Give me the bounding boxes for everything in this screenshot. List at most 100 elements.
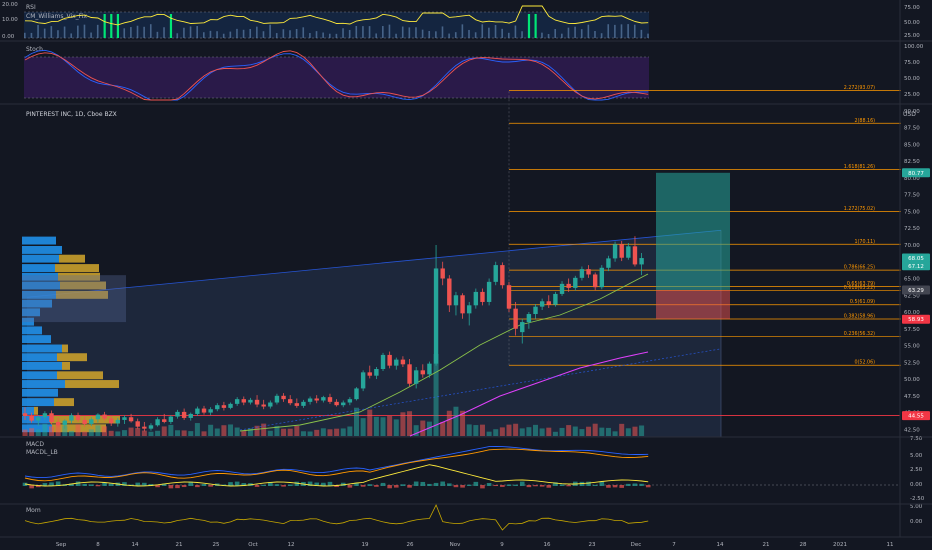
vixfix-bar	[607, 24, 610, 38]
candle-body	[394, 359, 399, 366]
volume-bar	[453, 406, 459, 436]
candle-body	[566, 283, 571, 288]
price-tick: 80.00	[904, 176, 920, 182]
volume-profile-bar	[58, 272, 100, 281]
candle-body	[440, 268, 445, 279]
vixfix-bar	[547, 33, 550, 38]
candle-body	[612, 244, 618, 259]
vixfix-bar	[222, 33, 225, 38]
vixfix-bar	[355, 26, 358, 38]
fib-label: 0.382(58.96)	[844, 313, 875, 319]
vixfix-bar	[527, 14, 531, 38]
vixfix-bar	[614, 24, 616, 38]
stoch-panel[interactable]: Stoch 100.00 75.00 50.00 25.00	[24, 44, 924, 101]
candle-body	[407, 364, 412, 384]
price-tick: 50.00	[904, 377, 920, 383]
price-panel[interactable]: PINTEREST INC, 1D, Cboe BZX USD 90.00 87.…	[22, 85, 930, 437]
volume-profile-bar	[22, 371, 57, 380]
volume-profile-bar	[22, 236, 56, 245]
macd-panel[interactable]: MACD MACDL_LB 7.50 5.00 2.50 0.00 -2.50	[22, 436, 925, 502]
time-label: Oct	[248, 542, 258, 548]
candle-body	[42, 413, 48, 418]
macd-histogram-bar	[480, 485, 485, 489]
candle-body	[294, 403, 300, 406]
macd-histogram-bar	[241, 483, 247, 486]
time-label: Dec	[631, 542, 642, 548]
volume-profile-bar	[65, 380, 119, 388]
volume-profile-bar	[22, 424, 52, 433]
macd-histogram-bar	[566, 485, 571, 487]
candle-body	[36, 417, 41, 421]
vixfix-bar	[110, 14, 113, 38]
volume-bar	[314, 429, 320, 436]
candle-body	[162, 419, 167, 422]
candle-body	[288, 399, 293, 404]
macd-histogram-bar	[49, 482, 54, 486]
candle-body	[480, 291, 485, 302]
price-tick: 72.50	[904, 226, 920, 232]
time-label: 14	[717, 542, 724, 548]
volume-bar	[334, 428, 340, 436]
volume-bar	[592, 423, 598, 436]
vixfix-tick: 10.00	[2, 17, 18, 23]
macd-histogram-bar	[559, 484, 565, 486]
time-label: Nov	[450, 542, 461, 548]
candle-body	[307, 398, 313, 402]
stop-zone	[656, 289, 730, 320]
volume-profile-bar	[22, 264, 55, 273]
candle-body	[274, 395, 280, 403]
target-zone	[656, 172, 730, 290]
vixfix-bar	[169, 14, 173, 38]
volume-bar	[49, 426, 55, 436]
macd-histogram-bar	[606, 485, 611, 488]
price-tick: 65.00	[904, 277, 920, 283]
macd-histogram-bar	[539, 485, 545, 487]
volume-profile-bar	[22, 353, 57, 362]
vixfix-bar	[507, 32, 510, 38]
rsi-panel[interactable]: RSI CM_Williams_Vix_Fix 20.00 10.00 0.00 7…	[2, 2, 920, 40]
vixfix-bar	[143, 26, 145, 38]
macd-histogram-bar	[287, 484, 293, 486]
candle-body	[254, 399, 260, 405]
candle-body	[102, 414, 107, 419]
vixfix-bar	[395, 33, 397, 38]
macd-histogram-bar	[347, 485, 353, 488]
vixfix-bar	[203, 32, 205, 38]
macd-tick: -2.50	[910, 496, 925, 502]
volume-bar	[407, 411, 413, 436]
time-label: 19	[362, 542, 369, 548]
macd-histogram-bar	[599, 481, 605, 486]
macd-histogram-bar	[619, 485, 624, 488]
volume-bar	[108, 430, 114, 436]
volume-bar	[155, 430, 161, 436]
volume-bar	[121, 430, 127, 436]
time-axis[interactable]: Sep 8 14 21 25 Oct 12 19 26 Nov 9 16 23 Dec 7 14 21 28 202…	[56, 542, 894, 548]
fib-label: 0.786(66.25)	[844, 265, 875, 271]
candle-body	[433, 268, 439, 364]
vixfix-bar	[382, 26, 384, 38]
vixfix-bar	[83, 24, 86, 38]
volume-profile-bar	[22, 388, 58, 397]
vixfix-bar	[468, 29, 470, 38]
vixfix-bar	[368, 26, 371, 38]
macd-histogram-bar	[307, 481, 313, 486]
volume-bar	[486, 431, 492, 436]
stoch-d-line	[24, 50, 649, 101]
volume-profile-bar	[59, 254, 85, 263]
vixfix-bar	[130, 27, 132, 38]
vixfix-bar	[620, 24, 623, 38]
mom-label: Mom	[26, 507, 41, 514]
candle-body	[228, 403, 233, 408]
mom-panel[interactable]: Mom 5.00 0.00	[24, 504, 923, 531]
volume-profile-bar	[57, 371, 103, 380]
macd-histogram-bar	[639, 483, 644, 486]
volume-bar	[234, 427, 240, 436]
time-label: 16	[544, 542, 551, 548]
candle-body	[632, 246, 638, 265]
candle-body	[75, 415, 81, 420]
volume-bar	[62, 425, 68, 436]
macd-label: MACD	[26, 441, 44, 448]
vixfix-bar	[481, 24, 484, 38]
vixfix-bar	[428, 30, 431, 38]
